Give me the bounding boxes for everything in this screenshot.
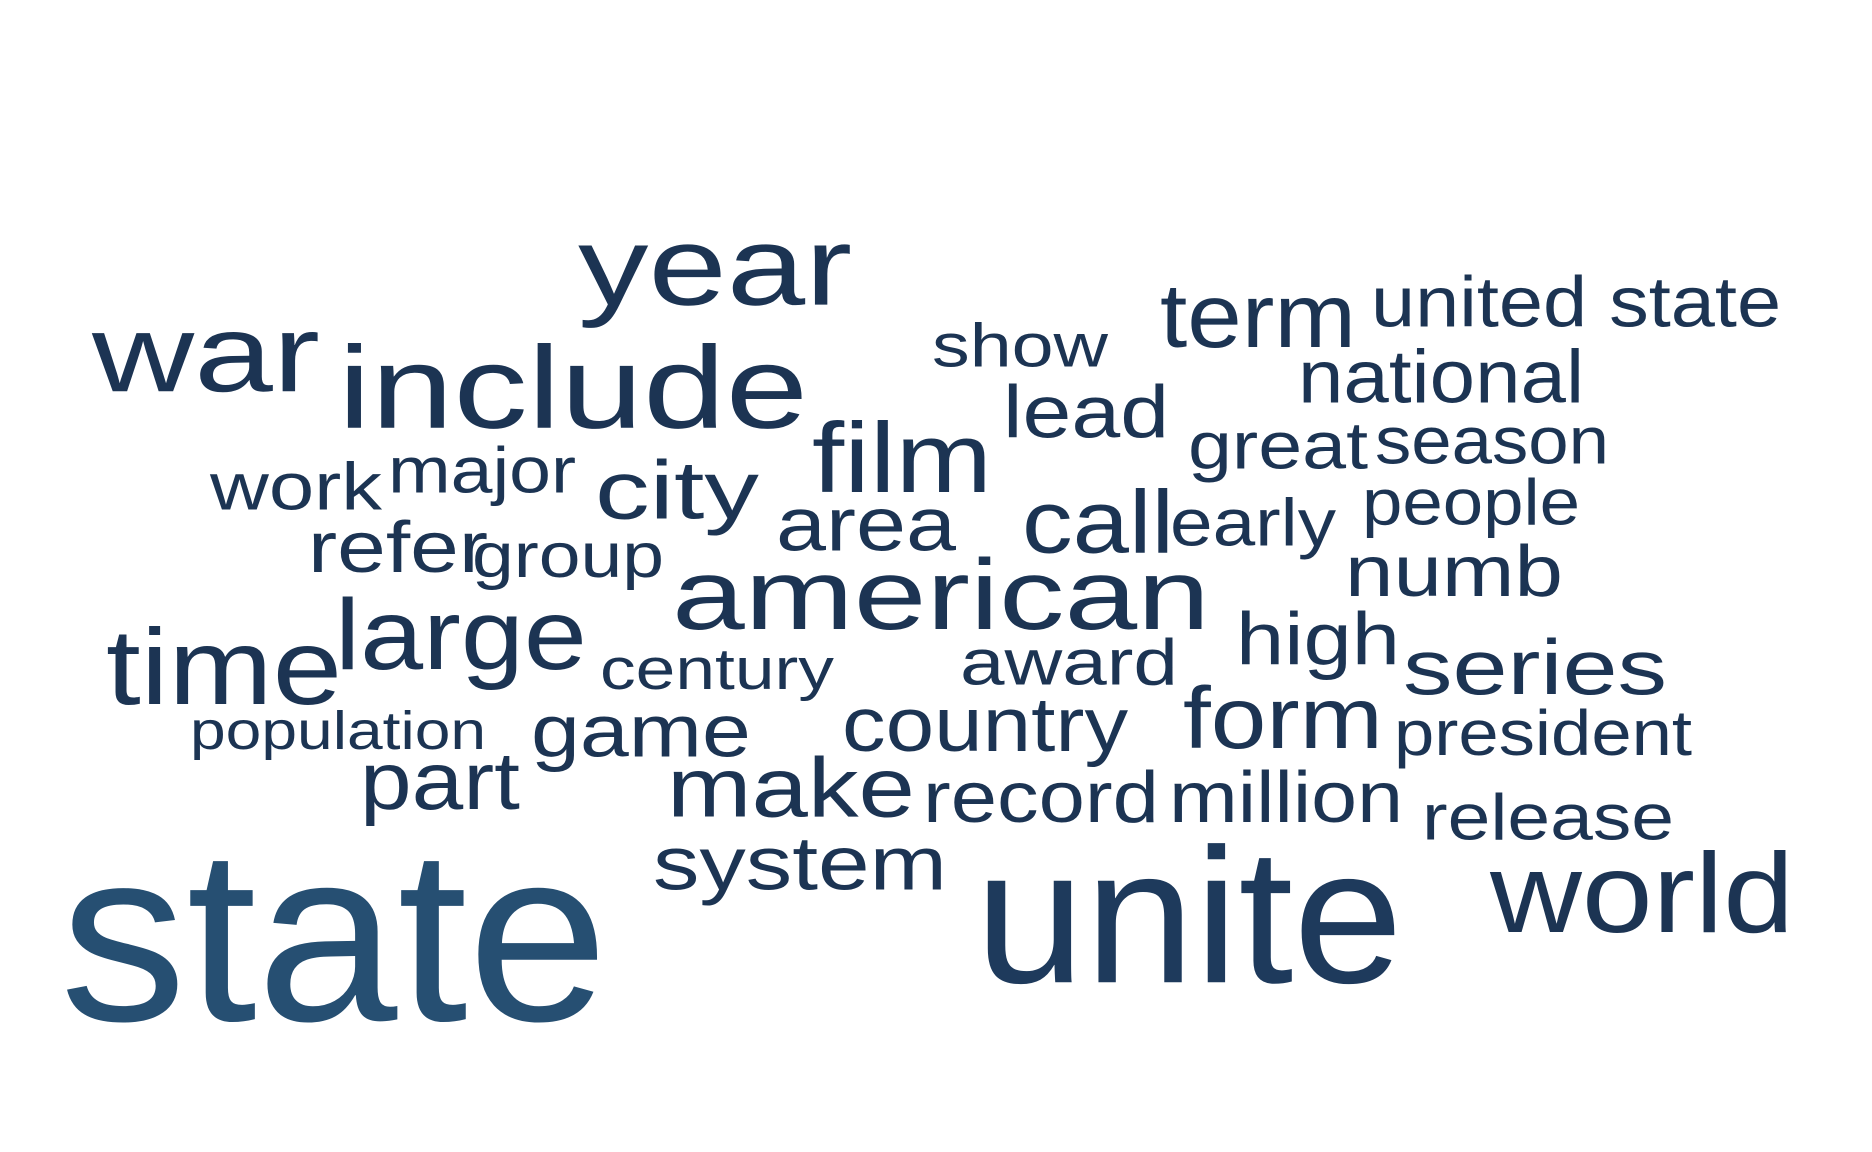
word-war: war — [92, 292, 320, 416]
word-numb: numb — [1345, 531, 1563, 612]
word-term: term — [1160, 266, 1357, 368]
word-part: part — [360, 736, 520, 828]
word-film: film — [812, 401, 992, 513]
word-great: great — [1188, 408, 1369, 484]
word-people: people — [1362, 465, 1581, 539]
word-form: form — [1183, 670, 1383, 768]
word-series: series — [1403, 623, 1668, 712]
word-lead: lead — [1003, 370, 1170, 454]
word-high: high — [1236, 597, 1400, 681]
word-show: show — [932, 311, 1109, 380]
word-million: million — [1169, 757, 1404, 838]
word-system: system — [653, 821, 947, 907]
word-national: national — [1298, 334, 1585, 419]
word-include: include — [338, 321, 809, 453]
word-american: american — [672, 539, 1210, 651]
word-world: world — [1490, 829, 1795, 956]
word-work: work — [210, 449, 383, 525]
word-time: time — [106, 605, 343, 727]
word-release: release — [1422, 780, 1674, 854]
word-president: president — [1394, 697, 1693, 770]
word-city: city — [595, 443, 759, 537]
word-major: major — [388, 433, 577, 507]
word-century: century — [600, 636, 834, 702]
word-game: game — [531, 689, 751, 773]
word-call: call — [1022, 471, 1174, 572]
word-area: area — [776, 482, 956, 568]
word-united-state: united state — [1371, 263, 1782, 343]
word-record: record — [923, 757, 1159, 838]
word-unite: unite — [975, 808, 1404, 1024]
word-make: make — [667, 740, 915, 835]
word-state: state — [60, 798, 609, 1074]
word-year: year — [578, 203, 853, 329]
word-season: season — [1375, 403, 1609, 479]
word-early: early — [1170, 485, 1337, 561]
word-large: large — [335, 579, 587, 691]
word-group: group — [472, 520, 665, 591]
word-population: population — [190, 700, 487, 761]
word-refer: refer — [308, 507, 489, 588]
word-country: country — [842, 681, 1129, 768]
word-award: award — [960, 625, 1178, 699]
